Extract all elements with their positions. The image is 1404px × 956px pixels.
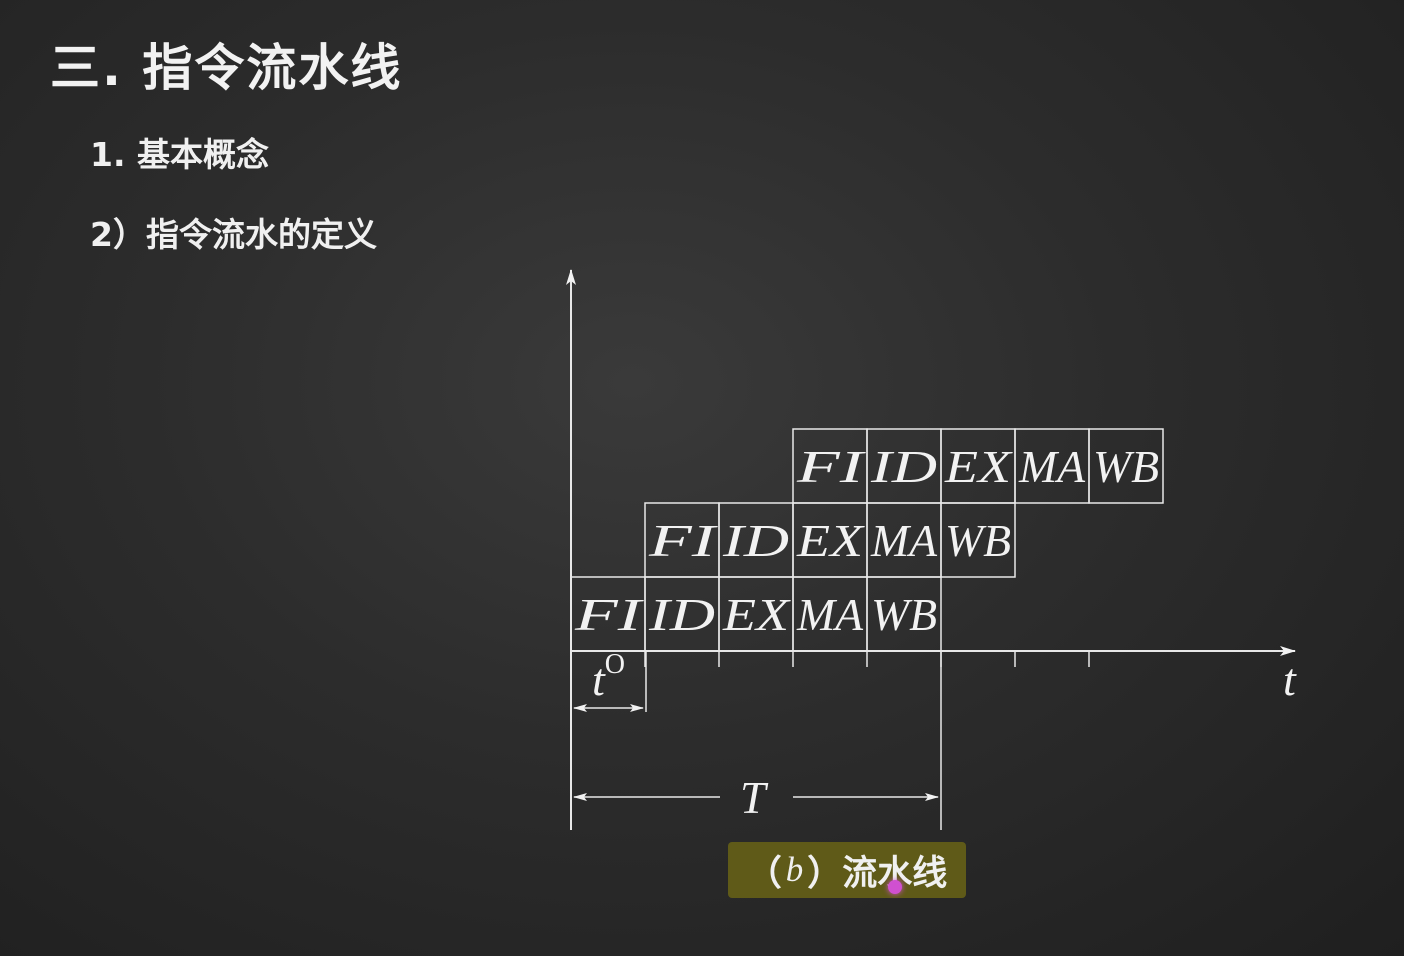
stage-label-ma: MA	[870, 515, 938, 566]
stage-label-wb: WB	[871, 589, 937, 640]
pointer-cursor	[888, 880, 902, 894]
x-axis-label: t	[1283, 654, 1297, 705]
stage-label-ex: EX	[796, 515, 865, 566]
caption-open-paren: （	[746, 853, 782, 894]
stage-label-ma: MA	[1018, 441, 1086, 492]
stage-label-wb: WB	[1093, 441, 1159, 492]
caption-letter: b	[785, 850, 804, 889]
figure-caption: （ b ） 流水线	[728, 842, 966, 898]
stage-label-id: ID	[648, 589, 715, 640]
time-axis-ticks	[644, 651, 1090, 667]
caption-close-paren: ）	[807, 853, 843, 894]
period-label: T	[740, 772, 769, 823]
stage-label-ma: MA	[796, 589, 864, 640]
stage-label-fi: FI	[647, 515, 719, 566]
stage-label-id: ID	[722, 515, 789, 566]
section-heading: 1. 基本概念	[90, 135, 269, 174]
stage-label-ex: EX	[944, 441, 1013, 492]
stage-time-label: tO	[592, 649, 625, 705]
stage-label-fi: FI	[795, 441, 867, 492]
subsection-heading: 2）指令流水的定义	[90, 215, 377, 254]
stage-label-wb: WB	[945, 515, 1011, 566]
stage-label-fi: FI	[573, 589, 645, 640]
page-title: 三. 指令流水线	[50, 39, 403, 97]
stage-label-ex: EX	[722, 589, 791, 640]
stage-cell-wb	[1088, 428, 1164, 504]
stage-label-id: ID	[870, 441, 937, 492]
